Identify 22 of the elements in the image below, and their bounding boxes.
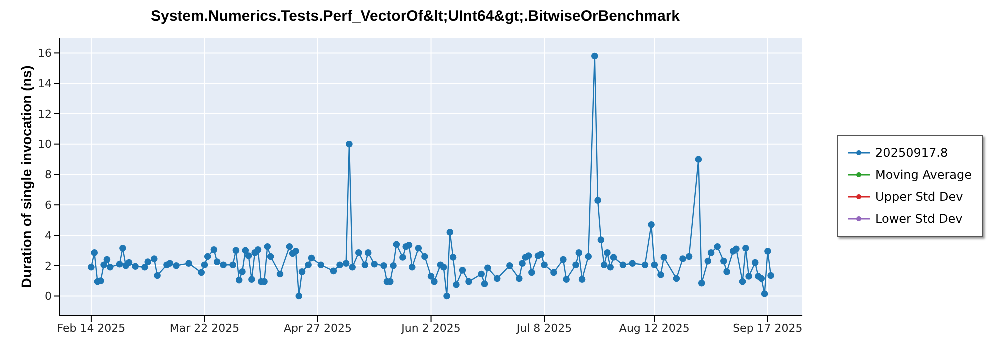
- x-tick-label: Mar 22 2025: [170, 322, 240, 335]
- x-tick-label: Apr 27 2025: [284, 322, 352, 335]
- chart-title: System.Numerics.Tests.Perf_VectorOf&lt;UInt64&gt;.BitwiseOrBenchmark: [150, 8, 682, 27]
- x-tick-label: Aug 12 2025: [619, 322, 690, 335]
- y-tick-label: 10: [38, 138, 52, 152]
- x-tick-label: Sep 17 2025: [733, 322, 803, 335]
- y-tick-label: 14: [38, 77, 52, 90]
- x-tick-label: Jul 8 2025: [516, 322, 572, 335]
- legend-label: 20250917.8: [876, 146, 948, 160]
- y-axis-title: Duration of single invocation (ns): [18, 66, 35, 288]
- x-tick-label: Jun 2 2025: [400, 322, 461, 335]
- y-tick-label: 4: [45, 229, 52, 242]
- y-tick-label: 0: [45, 290, 52, 304]
- legend-label: Moving Average: [876, 168, 972, 182]
- y-tick-label: 16: [38, 47, 52, 60]
- y-tick-label: 8: [45, 168, 52, 182]
- legend-label: Lower Std Dev: [876, 212, 963, 226]
- y-tick-label: 6: [45, 199, 52, 212]
- legend-label: Upper Std Dev: [876, 190, 964, 204]
- y-tick-label: 12: [38, 108, 52, 121]
- y-tick-label: 2: [45, 260, 52, 273]
- x-tick-label: Feb 14 2025: [57, 322, 126, 335]
